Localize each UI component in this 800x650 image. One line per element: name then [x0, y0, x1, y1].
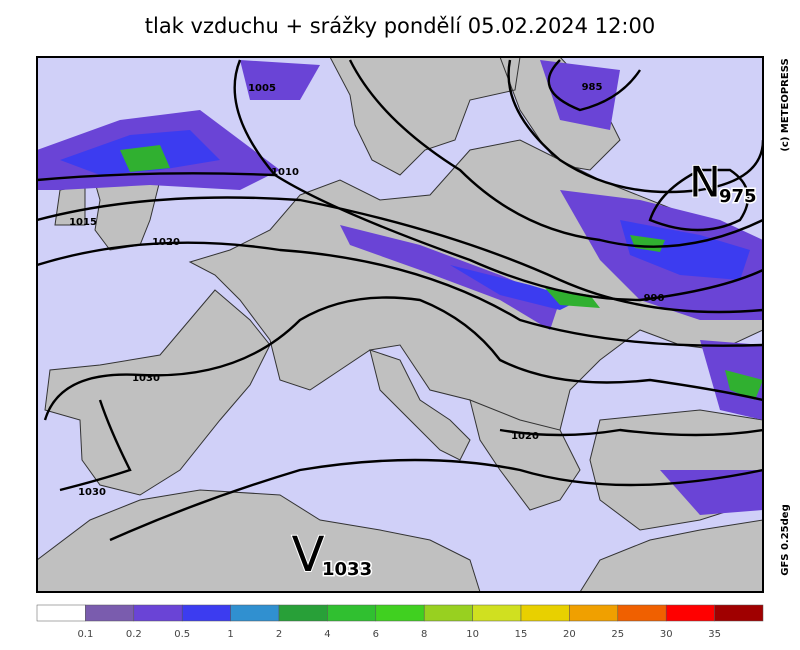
legend-tick-label: 8 [421, 629, 427, 640]
pressure-center-value: 1033 [322, 559, 372, 580]
africa [37, 489, 763, 592]
legend-swatch [36, 604, 86, 622]
legend-tick-label: 0.1 [77, 629, 93, 640]
legend-tick-label: 0.2 [126, 629, 142, 640]
legend-swatch [133, 604, 183, 622]
pressure-center-letter: V [292, 527, 325, 583]
legend-swatch [85, 604, 135, 622]
credit: (c) METEOPRESS [780, 58, 791, 151]
legend-swatch [569, 604, 619, 622]
isobar-label: 1005 [248, 83, 276, 94]
legend-tick-label: 1 [227, 629, 233, 640]
legend-swatch [617, 604, 667, 622]
isobar-label: 1010 [271, 167, 299, 178]
legend: 0.1 0.2 0.5 1 2 4 6 8 10 15 20 25 30 35 [36, 604, 764, 640]
isobar-label: 1020 [511, 431, 539, 442]
legend-tick-label: 15 [515, 629, 528, 640]
legend-tick-label: 6 [373, 629, 379, 640]
pressure-center-letter: N [689, 158, 720, 207]
legend-tick-label: 10 [466, 629, 479, 640]
map-frame [36, 56, 764, 593]
legend-tick-label: 30 [660, 629, 673, 640]
legend-swatch [181, 604, 231, 622]
legend-tick-label: 25 [611, 629, 624, 640]
legend-tick-label: 4 [324, 629, 330, 640]
legend-swatch [375, 604, 425, 622]
legend-swatch [230, 604, 280, 622]
map [37, 57, 763, 592]
legend-swatch [520, 604, 570, 622]
iberia [44, 289, 271, 496]
italy [369, 349, 471, 461]
isobar-label: 1030 [132, 373, 160, 384]
pressure-center-value: 975 [719, 186, 757, 207]
title: tlak vzduchu + srážky pondělí 05.02.2024… [145, 14, 655, 38]
legend-swatch [327, 604, 377, 622]
legend-swatch [278, 604, 328, 622]
credit: GFS 0.25deg [780, 504, 791, 576]
balkans-greece [469, 399, 581, 511]
isobar-label: 985 [582, 82, 603, 93]
legend-swatch [665, 604, 715, 622]
legend-swatch [472, 604, 522, 622]
legend-tick-label: 35 [708, 629, 721, 640]
legend-tick-label: 20 [563, 629, 576, 640]
legend-tick-label: 2 [276, 629, 282, 640]
isobars [37, 59, 763, 542]
isobar-label: 1015 [69, 217, 97, 228]
legend-swatch [423, 604, 473, 622]
legend-tick-label: 0.5 [174, 629, 190, 640]
isobar-label: 1030 [78, 487, 106, 498]
isobar-label: 1020 [152, 237, 180, 248]
isobar-label: 990 [644, 293, 665, 304]
legend-swatch [714, 604, 764, 622]
